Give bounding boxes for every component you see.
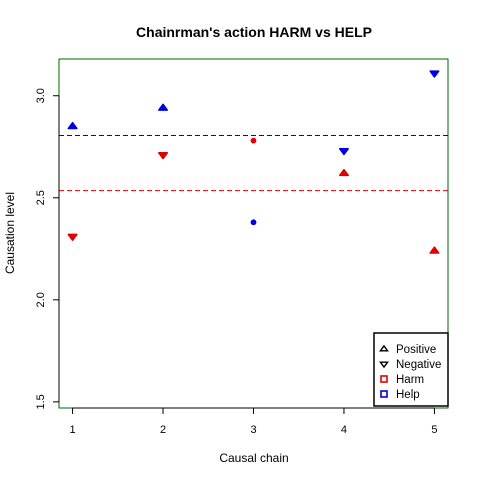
point-harm-5 [429, 246, 440, 254]
y-axis: 1.5 2.0 2.5 3.0 [35, 88, 60, 410]
x-axis-label: Causal chain [219, 451, 288, 465]
point-harm-3 [250, 137, 257, 144]
point-help-4 [338, 147, 349, 156]
y-tick-label-2.0: 2.0 [35, 292, 47, 307]
point-help-3 [250, 219, 257, 226]
chart-title: Chainrman's action HARM vs HELP [136, 24, 372, 40]
legend-positive-label: Positive [396, 344, 436, 356]
point-help-1 [67, 121, 78, 130]
legend-harm-symbol [380, 375, 388, 383]
y-axis-label: Causation level [3, 192, 17, 274]
x-tick-label-1: 1 [70, 424, 76, 436]
legend: Positive Negative Harm Help [373, 332, 449, 407]
x-tick-label-3: 3 [250, 424, 256, 436]
point-harm-1 [67, 233, 78, 241]
x-tick-label-4: 4 [341, 424, 347, 436]
y-tick-label-2.5: 2.5 [35, 190, 47, 205]
x-tick-label-2: 2 [160, 424, 166, 436]
point-harm-4 [338, 168, 349, 177]
legend-negative-label: Negative [396, 359, 441, 371]
point-help-5 [429, 70, 440, 78]
x-tick-label-5: 5 [431, 424, 437, 436]
y-tick-label-3.0: 3.0 [35, 88, 47, 103]
legend-negative-symbol [379, 361, 389, 369]
legend-help-symbol [380, 390, 388, 398]
point-harm-2 [158, 152, 169, 160]
legend-help-label: Help [396, 389, 420, 401]
x-axis: 1 2 3 4 5 [70, 407, 437, 436]
legend-positive-symbol [379, 344, 389, 352]
point-help-2 [158, 103, 169, 111]
y-tick-label-1.5: 1.5 [35, 394, 47, 409]
legend-harm-label: Harm [396, 374, 424, 386]
